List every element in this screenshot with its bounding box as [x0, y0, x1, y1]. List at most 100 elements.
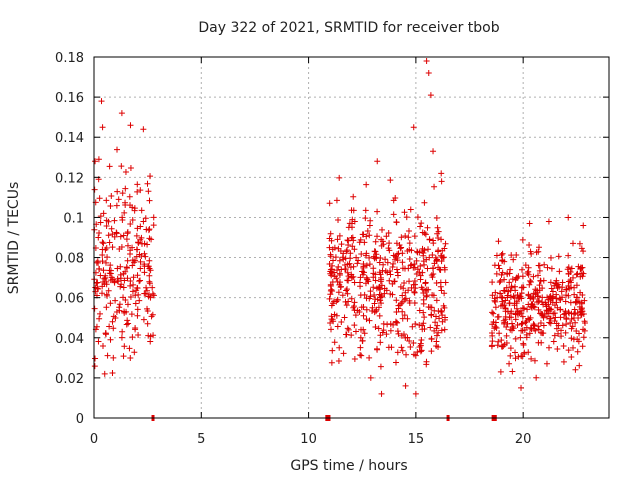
data-point	[362, 207, 369, 214]
data-point	[383, 331, 390, 338]
data-point	[436, 315, 443, 322]
data-point	[343, 248, 350, 255]
data-point	[507, 293, 514, 300]
data-point	[558, 327, 565, 334]
data-point	[406, 246, 413, 253]
data-point	[347, 255, 354, 262]
data-point	[424, 224, 431, 231]
data-point	[387, 271, 394, 278]
data-point	[414, 266, 421, 273]
data-point	[506, 300, 513, 307]
data-point	[355, 257, 362, 264]
data-point	[509, 323, 516, 330]
data-point	[344, 237, 351, 244]
data-point	[576, 330, 583, 337]
data-point	[393, 240, 400, 247]
data-point	[103, 278, 110, 285]
data-point	[134, 188, 141, 195]
data-point	[105, 287, 112, 294]
data-point	[117, 275, 124, 282]
data-point	[518, 290, 525, 297]
data-point	[144, 305, 151, 312]
data-point	[547, 315, 554, 322]
data-point	[357, 352, 364, 359]
data-point	[414, 214, 421, 221]
data-point	[571, 291, 578, 298]
data-point	[377, 286, 384, 293]
data-point	[398, 234, 405, 241]
data-point	[103, 304, 110, 311]
data-point	[546, 319, 553, 326]
y-tick-label: 0.06	[55, 292, 84, 307]
data-point	[103, 291, 110, 298]
data-point	[411, 264, 418, 271]
data-point	[510, 256, 517, 263]
data-point	[435, 247, 442, 254]
data-point	[575, 338, 582, 345]
data-point	[407, 206, 414, 213]
data-point	[347, 264, 354, 271]
data-point	[330, 257, 337, 264]
data-point	[102, 330, 109, 337]
data-point	[339, 254, 346, 261]
data-point	[435, 308, 442, 315]
data-point	[546, 344, 553, 351]
data-point	[441, 264, 448, 271]
data-point	[390, 260, 397, 267]
data-point	[356, 239, 363, 246]
data-point	[576, 240, 583, 247]
data-point	[145, 188, 152, 195]
data-point	[399, 315, 406, 322]
data-point	[114, 188, 121, 195]
data-point	[573, 327, 580, 334]
data-point	[127, 354, 134, 361]
data-point	[336, 257, 343, 264]
data-point	[134, 306, 141, 313]
data-point	[377, 332, 384, 339]
data-point	[372, 254, 379, 261]
data-point	[99, 124, 106, 131]
data-point	[336, 174, 343, 181]
data-point	[380, 241, 387, 248]
data-point	[428, 312, 435, 319]
data-point	[387, 327, 394, 334]
data-point	[502, 308, 509, 315]
data-point	[351, 218, 358, 225]
data-point	[370, 284, 377, 291]
data-point	[527, 277, 534, 284]
data-point	[520, 342, 527, 349]
data-point	[553, 325, 560, 332]
data-point	[133, 287, 140, 294]
data-point	[374, 208, 381, 215]
data-point	[137, 265, 144, 272]
data-point	[345, 224, 352, 231]
data-point	[541, 261, 548, 268]
data-point	[331, 339, 338, 346]
data-point	[371, 248, 378, 255]
data-point	[135, 291, 142, 298]
data-point	[533, 249, 540, 256]
data-point	[526, 281, 533, 288]
data-point	[124, 301, 131, 308]
data-point	[411, 288, 418, 295]
data-point	[489, 321, 496, 328]
data-point	[433, 325, 440, 332]
data-point	[573, 271, 580, 278]
data-point	[334, 267, 341, 274]
data-point	[392, 253, 399, 260]
data-point	[499, 250, 506, 257]
data-point	[423, 292, 430, 299]
data-point	[567, 319, 574, 326]
data-point	[99, 251, 106, 258]
data-point	[421, 314, 428, 321]
data-point	[498, 294, 505, 301]
data-point	[123, 308, 130, 315]
data-point	[118, 163, 125, 170]
data-point	[556, 295, 563, 302]
data-point	[329, 279, 336, 286]
data-point	[99, 258, 106, 265]
data-point	[526, 242, 533, 249]
data-point	[543, 360, 550, 367]
data-point	[103, 222, 110, 229]
data-point	[329, 246, 336, 253]
